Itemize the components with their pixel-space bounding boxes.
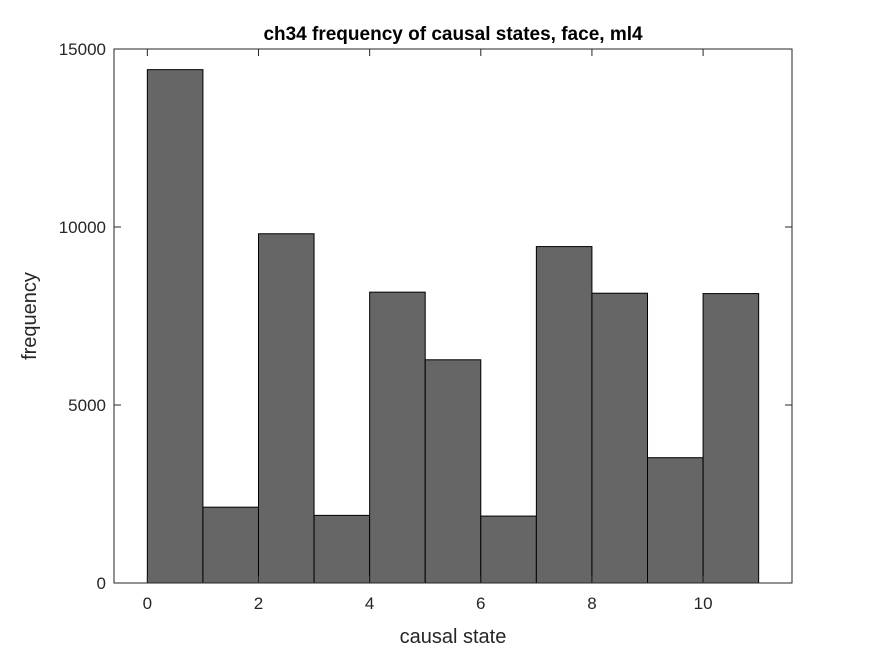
y-tick-label: 0 bbox=[97, 574, 106, 593]
x-tick-label: 6 bbox=[476, 594, 485, 613]
histogram-bar bbox=[257, 233, 315, 584]
x-tick-label: 0 bbox=[143, 594, 152, 613]
histogram-bar bbox=[202, 506, 259, 584]
histogram-bar bbox=[313, 514, 371, 584]
histogram-bar bbox=[146, 69, 204, 584]
axes-box bbox=[113, 48, 793, 584]
y-tick-label: 10000 bbox=[59, 218, 106, 237]
x-tick-label: 2 bbox=[254, 594, 263, 613]
histogram-bar bbox=[702, 293, 760, 584]
bars bbox=[146, 69, 760, 584]
histogram-bar bbox=[480, 515, 537, 584]
y-axis-ticks: 0 5000 10000 15000 bbox=[59, 40, 792, 593]
histogram-bar bbox=[647, 457, 704, 584]
histogram-bar bbox=[369, 291, 426, 584]
chart-title: ch34 frequency of causal states, face, m… bbox=[263, 24, 643, 45]
histogram-bar bbox=[535, 246, 593, 584]
x-tick-label: 4 bbox=[365, 594, 374, 613]
x-axis-ticks: 0 2 4 6 8 10 bbox=[143, 49, 713, 613]
x-tick-label: 8 bbox=[587, 594, 596, 613]
histogram-bar bbox=[591, 292, 649, 584]
y-tick-label: 5000 bbox=[68, 396, 106, 415]
histogram-bar bbox=[424, 359, 482, 584]
y-axis-label: frequency bbox=[19, 272, 41, 360]
x-tick-label: 10 bbox=[694, 594, 713, 613]
y-tick-label: 15000 bbox=[59, 40, 106, 59]
x-axis-label: causal state bbox=[400, 626, 507, 648]
